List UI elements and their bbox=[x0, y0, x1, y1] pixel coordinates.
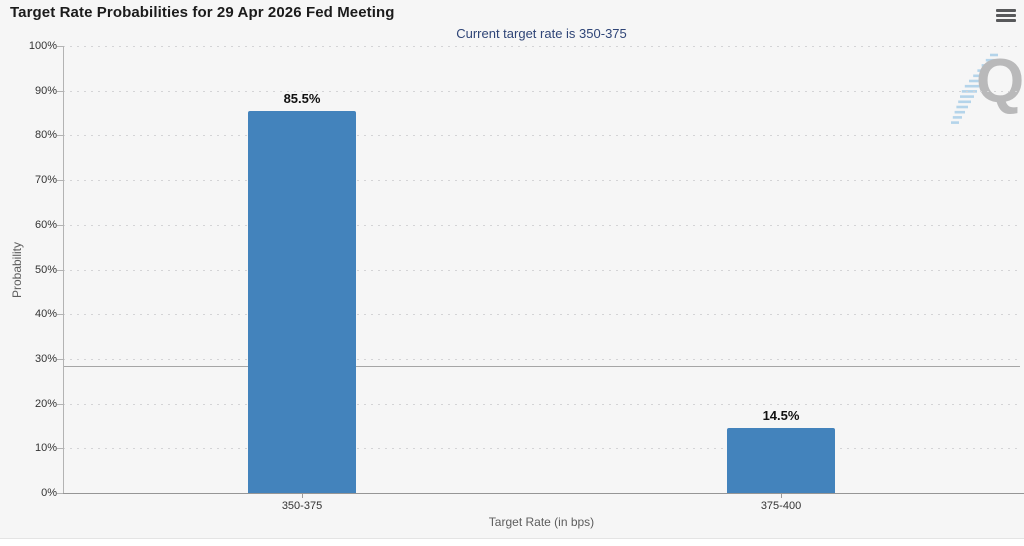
y-axis-tick-label: 30% bbox=[34, 353, 57, 365]
y-axis-tick bbox=[57, 493, 63, 494]
y-gridline bbox=[63, 270, 1020, 271]
y-gridline bbox=[63, 404, 1020, 405]
y-axis-title: Probability bbox=[10, 241, 24, 299]
x-axis-title: Target Rate (in bps) bbox=[488, 515, 595, 529]
y-axis-tick bbox=[57, 270, 63, 271]
y-axis-tick bbox=[57, 314, 63, 315]
bar-375-400[interactable] bbox=[727, 428, 835, 493]
chart-subtitle: Current target rate is 350-375 bbox=[456, 26, 627, 41]
y-axis-tick-label: 0% bbox=[41, 487, 57, 499]
y-axis-tick bbox=[57, 91, 63, 92]
chart-title: Target Rate Probabilities for 29 Apr 202… bbox=[10, 4, 395, 21]
x-axis-line bbox=[63, 493, 1024, 494]
y-axis-tick-label: 50% bbox=[34, 264, 57, 276]
chart-context-menu-button[interactable] bbox=[996, 5, 1020, 25]
bar-value-label: 14.5% bbox=[762, 408, 800, 423]
y-axis-tick-label: 10% bbox=[34, 442, 57, 454]
hamburger-menu-icon bbox=[996, 13, 1016, 17]
bar-value-label: 85.5% bbox=[283, 91, 321, 106]
y-gridline bbox=[63, 46, 1020, 47]
x-axis-category-label: 350-375 bbox=[281, 500, 323, 512]
y-axis-tick bbox=[57, 135, 63, 136]
y-axis-tick bbox=[57, 180, 63, 181]
y-axis-tick bbox=[57, 46, 63, 47]
x-axis-tick bbox=[781, 493, 782, 498]
x-axis-category-label: 375-400 bbox=[760, 500, 802, 512]
y-axis-tick-label: 40% bbox=[34, 308, 57, 320]
y-axis-tick-label: 100% bbox=[28, 40, 57, 52]
y-gridline bbox=[63, 135, 1020, 136]
y-axis-tick bbox=[57, 448, 63, 449]
y-axis-tick-label: 90% bbox=[34, 85, 57, 97]
y-axis-tick-label: 70% bbox=[34, 174, 57, 186]
hamburger-menu-icon bbox=[996, 8, 1016, 12]
y-axis-line bbox=[63, 46, 64, 493]
y-axis-tick-label: 60% bbox=[34, 219, 57, 231]
y-gridline bbox=[63, 91, 1020, 92]
x-axis-tick bbox=[302, 493, 303, 498]
y-axis-tick-label: 20% bbox=[34, 398, 57, 410]
reference-line bbox=[63, 366, 1020, 367]
y-axis-tick bbox=[57, 225, 63, 226]
y-gridline bbox=[63, 225, 1020, 226]
y-gridline bbox=[63, 180, 1020, 181]
page-background-strip bbox=[0, 540, 1024, 546]
y-axis-tick-label: 80% bbox=[34, 129, 57, 141]
hamburger-menu-icon bbox=[996, 18, 1016, 22]
y-gridline bbox=[63, 314, 1020, 315]
y-axis-tick bbox=[57, 359, 63, 360]
bar-350-375[interactable] bbox=[248, 111, 356, 493]
y-gridline bbox=[63, 448, 1020, 449]
y-axis-tick bbox=[57, 404, 63, 405]
y-gridline bbox=[63, 359, 1020, 360]
